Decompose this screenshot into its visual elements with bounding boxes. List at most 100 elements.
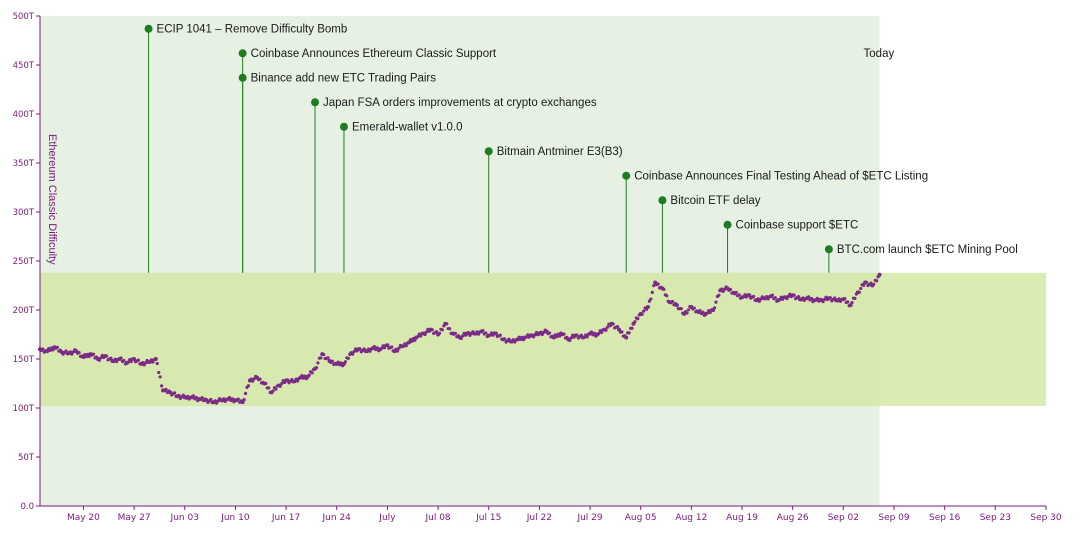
data-point-interp <box>756 297 760 301</box>
data-point-interp <box>99 356 103 360</box>
x-tick-label-15: Sep 02 <box>828 513 859 523</box>
data-point-interp <box>251 379 255 383</box>
data-point-interp <box>48 348 52 353</box>
event-label-6: Coinbase Announces Final Testing Ahead o… <box>634 171 928 183</box>
data-point-interp <box>837 297 841 301</box>
data-point-interp <box>824 295 828 299</box>
data-point-interp <box>435 330 439 334</box>
data-point-interp <box>278 384 282 388</box>
event-label-7: Bitcoin ETF delay <box>670 195 760 207</box>
data-point-interp <box>41 347 45 351</box>
data-point-interp <box>875 279 879 283</box>
y-axis-title: Ethereum Classic Difficulty <box>46 134 58 265</box>
data-point <box>407 340 412 345</box>
data-point-interp <box>77 351 81 355</box>
data-point-interp <box>734 290 738 294</box>
y-tick-label-10: 500T <box>13 12 35 22</box>
data-point-interp <box>862 283 866 288</box>
data-point-interp <box>316 361 320 365</box>
data-point-interp <box>382 346 387 350</box>
data-point-interp <box>701 310 705 314</box>
data-point-interp <box>264 381 268 386</box>
data-point-interp <box>293 380 297 384</box>
x-tick-label-7: Jul 08 <box>424 513 450 523</box>
event-marker-1 <box>238 49 247 58</box>
x-tick-label-4: Jun 17 <box>271 513 300 523</box>
data-point-interp <box>656 282 660 286</box>
data-point-interp <box>122 358 126 363</box>
data-point-interp <box>410 339 414 343</box>
data-point-interp <box>857 290 861 294</box>
data-point-interp <box>801 296 805 300</box>
data-point-interp <box>310 371 314 375</box>
data-point-interp <box>191 394 196 398</box>
data-point <box>132 357 137 361</box>
data-point-interp <box>649 297 653 301</box>
data-point-interp <box>113 357 117 361</box>
event-marker-3 <box>311 98 320 107</box>
data-point-interp <box>582 335 586 340</box>
x-tick-label-3: Jun 10 <box>220 513 250 523</box>
data-point-interp <box>445 322 449 326</box>
data-point-interp <box>148 360 152 364</box>
event-marker-2 <box>238 73 247 82</box>
event-label-0: ECIP 1041 – Remove Difficulty Bomb <box>157 24 348 36</box>
data-point-interp <box>296 379 300 383</box>
event-label-8: Coinbase support $ETC <box>736 220 859 232</box>
y-tick-label-1: 50T <box>18 453 35 463</box>
data-point-interp <box>64 349 68 353</box>
data-point-interp <box>136 358 141 362</box>
data-point-interp <box>569 336 573 340</box>
data-point-interp <box>765 294 769 299</box>
data-point-interp <box>792 293 796 297</box>
y-tick-label-5: 250T <box>13 257 35 267</box>
data-point-interp <box>326 356 330 360</box>
data-point-interp <box>461 334 465 338</box>
data-point-interp <box>788 292 792 296</box>
data-point-interp <box>511 338 515 342</box>
data-point-interp <box>91 352 96 356</box>
data-point-interp <box>258 377 262 381</box>
data-point-interp <box>151 360 155 364</box>
data-point-interp <box>423 332 427 337</box>
data-point-interp <box>714 300 718 304</box>
data-point-interp <box>159 384 164 388</box>
data-point-interp <box>372 345 376 349</box>
data-point-interp <box>568 338 572 343</box>
data-point-interp <box>307 373 311 377</box>
data-point-interp <box>547 331 552 335</box>
data-point-interp <box>129 359 133 364</box>
data-point-interp <box>698 308 702 313</box>
data-point-interp <box>252 377 256 381</box>
data-point-interp <box>126 360 130 364</box>
data-point-interp <box>430 328 434 332</box>
y-tick-label-3: 150T <box>13 355 35 365</box>
data-point-interp <box>475 330 479 334</box>
data-point-interp <box>303 374 307 378</box>
data-point-interp <box>68 350 72 354</box>
data-point-interp <box>213 399 217 403</box>
data-point-interp <box>84 355 88 359</box>
event-marker-4 <box>339 122 348 131</box>
data-point-interp <box>636 317 640 321</box>
y-tick-label-4: 200T <box>13 306 35 316</box>
data-point-interp <box>365 349 369 354</box>
data-point-interp <box>585 335 589 339</box>
data-point-interp <box>243 391 248 396</box>
event-marker-7 <box>658 196 667 205</box>
data-point-interp <box>605 325 610 329</box>
y-tick-label-6: 300T <box>13 208 35 218</box>
data-point-interp <box>604 328 608 332</box>
data-point-interp <box>437 331 442 335</box>
data-point-interp <box>416 335 420 339</box>
data-point-interp <box>534 330 539 335</box>
data-point-interp <box>104 354 109 358</box>
data-point-interp <box>773 296 777 300</box>
data-point-interp <box>597 331 601 336</box>
data-point-interp <box>815 296 819 300</box>
data-point-interp <box>650 290 654 294</box>
data-point-interp <box>642 309 646 313</box>
data-point-interp <box>692 306 696 310</box>
data-point-interp <box>158 375 162 379</box>
event-label-2: Binance add new ETC Trading Pairs <box>251 73 437 85</box>
